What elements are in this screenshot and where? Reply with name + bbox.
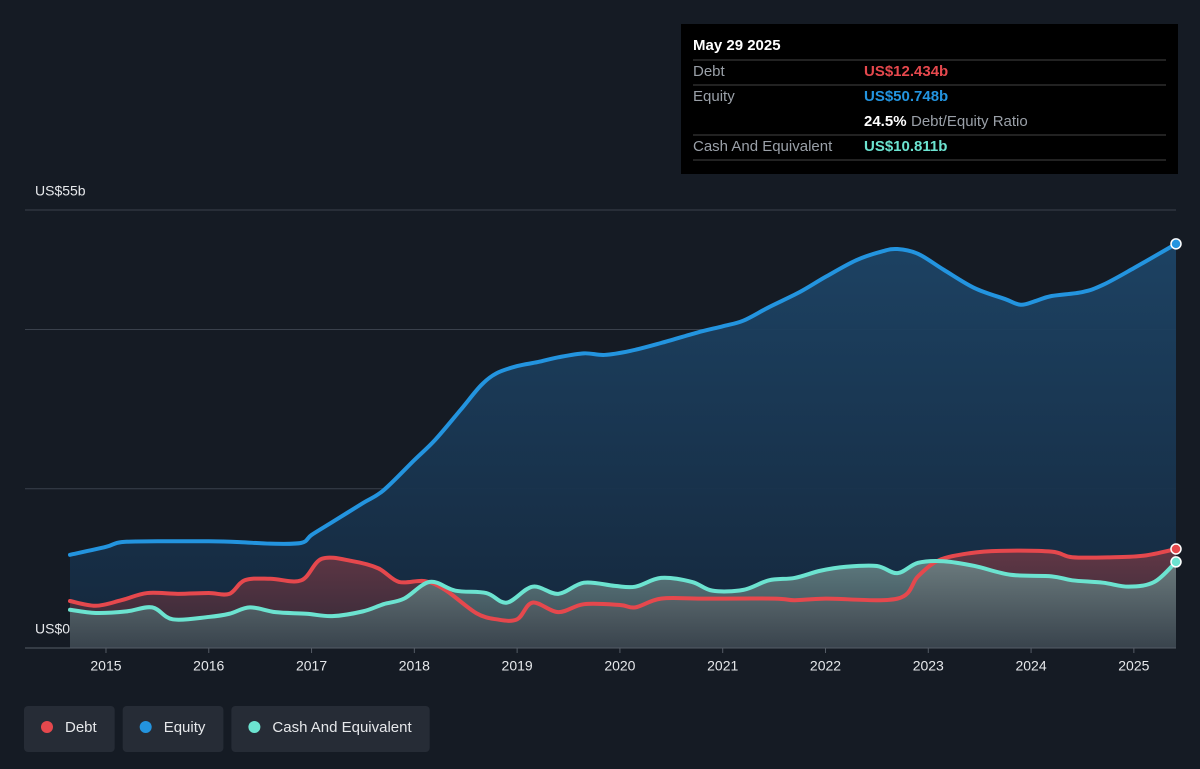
legend: Debt Equity Cash And Equivalent: [24, 706, 430, 752]
legend-label: Cash And Equivalent: [272, 719, 412, 736]
area: [70, 243, 1176, 648]
legend-item[interactable]: Equity: [122, 706, 224, 752]
tooltip-label: Debt: [693, 63, 726, 80]
legend-swatch: [41, 721, 53, 733]
x-tick-label: 2022: [810, 658, 841, 674]
legend-label: Debt: [65, 719, 98, 736]
x-tick-label: 2023: [913, 658, 944, 674]
line: [68, 241, 1178, 557]
line: [68, 546, 1178, 623]
end-point: [1170, 543, 1182, 555]
line: [68, 558, 1178, 622]
legend-swatch: [248, 721, 261, 733]
legend-button[interactable]: [24, 706, 115, 752]
tooltip-ratio: 24.5%: [864, 113, 907, 130]
axis: US$0 US$55b 2015 2016 2017 2018 2019 2020 2021 20…: [25, 183, 1176, 674]
tooltip-bg: [681, 24, 1178, 174]
tooltip-label: Equity: [693, 88, 735, 105]
lines: [68, 238, 1182, 623]
x-tick-label: 2018: [399, 658, 430, 674]
tooltip-ratio-label: Debt/Equity Ratio: [911, 113, 1028, 130]
tooltip-label: Cash And Equivalent: [693, 138, 833, 155]
tooltip: May 29 2025 Debt US$12.434b Equity US$50…: [681, 24, 1178, 174]
y-tick-label: US$0: [35, 621, 70, 637]
end-point: [1170, 556, 1182, 568]
tooltip-value: US$12.434b: [864, 63, 948, 80]
x-tick-label: 2025: [1118, 658, 1149, 674]
legend-swatch: [139, 721, 152, 733]
tooltip-value: US$50.748b: [864, 88, 948, 105]
x-tick-label: 2020: [604, 658, 635, 674]
tooltip-value: US$10.811b: [864, 138, 947, 155]
x-tick-label: 2016: [193, 658, 224, 674]
legend-button[interactable]: [122, 706, 224, 752]
tooltip-date: May 29 2025: [693, 37, 781, 54]
x-tick-label: 2019: [502, 658, 533, 674]
x-tick-label: 2017: [296, 658, 327, 674]
x-tick-label: 2024: [1015, 658, 1046, 674]
x-tick-label: 2015: [90, 658, 121, 674]
legend-button[interactable]: [231, 706, 430, 752]
legend-item[interactable]: Debt: [24, 706, 115, 752]
end-point: [1170, 238, 1182, 250]
legend-label: Equity: [164, 719, 206, 736]
legend-item[interactable]: Cash And Equivalent: [231, 706, 430, 752]
y-tick-label: US$55b: [35, 183, 86, 199]
x-tick-label: 2021: [707, 658, 738, 674]
